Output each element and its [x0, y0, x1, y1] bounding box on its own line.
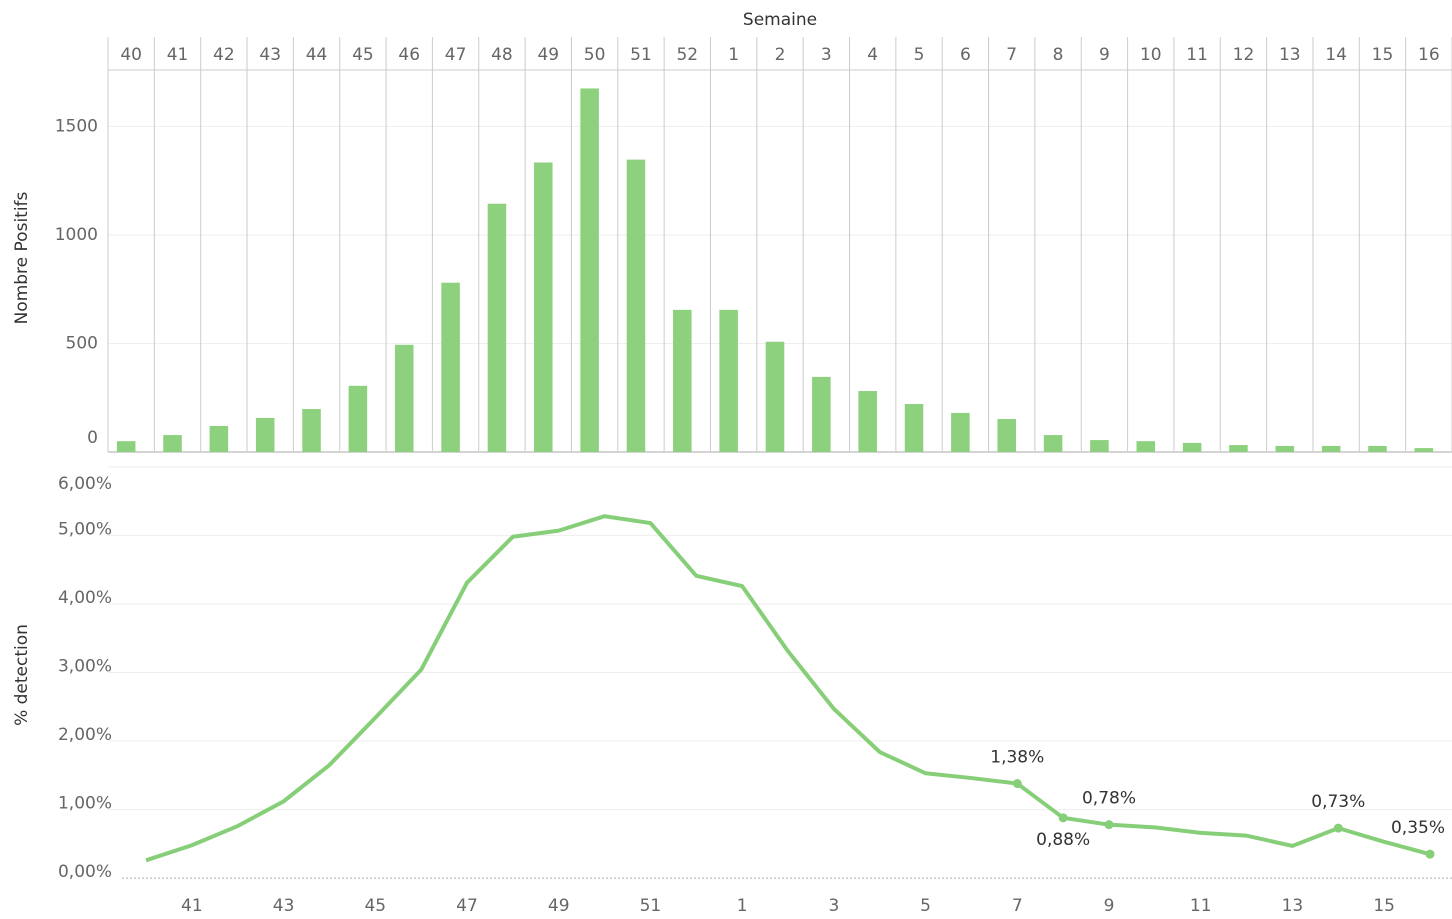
bar	[1043, 435, 1063, 452]
y-tick-label: 1500	[55, 116, 98, 136]
x-tick-label: 13	[1282, 896, 1304, 916]
bar	[812, 376, 831, 452]
bar	[997, 419, 1016, 452]
y-tick-label: 3,00%	[58, 657, 112, 677]
column-header: 6	[960, 45, 971, 65]
column-header: 11	[1186, 45, 1208, 65]
x-tick-label: 5	[920, 896, 931, 916]
bar	[441, 282, 460, 452]
y-tick-label: 1000	[55, 225, 98, 245]
bar	[673, 309, 692, 452]
column-header: 42	[213, 45, 235, 65]
column-header: 47	[445, 45, 467, 65]
x-tick-label: 9	[1104, 896, 1115, 916]
y-tick-label: 500	[66, 333, 98, 353]
x-tick-label: 1	[737, 896, 748, 916]
y-tick-label: 6,00%	[58, 474, 112, 494]
data-label: 0,88%	[1036, 830, 1090, 850]
bar	[163, 435, 182, 452]
x-tick-label: 15	[1373, 896, 1395, 916]
bar	[1414, 448, 1434, 452]
column-header: 1	[728, 45, 739, 65]
x-tick-label: 3	[828, 896, 839, 916]
y-tick-label: 5,00%	[58, 519, 112, 539]
data-label: 0,35%	[1391, 818, 1445, 838]
column-header: 8	[1053, 45, 1064, 65]
bar	[255, 417, 275, 452]
column-header: 5	[914, 45, 925, 65]
y-tick-label: 2,00%	[58, 725, 112, 745]
bar	[1090, 440, 1109, 452]
line	[145, 514, 1431, 863]
y-axis-title: Nombre Positifs	[12, 191, 32, 324]
x-tick-label: 11	[1190, 896, 1212, 916]
bar	[487, 203, 507, 452]
column-header: 44	[306, 45, 328, 65]
point	[1012, 779, 1022, 789]
column-header: 7	[1006, 45, 1017, 65]
x-tick-label: 45	[364, 896, 386, 916]
column-header: 13	[1279, 45, 1301, 65]
bar	[719, 309, 738, 452]
column-header: 16	[1418, 45, 1440, 65]
column-header: 50	[584, 45, 606, 65]
bar	[1275, 445, 1295, 452]
x-tick-label: 51	[640, 896, 662, 916]
column-header: 4	[867, 45, 878, 65]
column-header: 46	[398, 45, 420, 65]
bar	[858, 391, 877, 452]
bar	[209, 425, 229, 452]
column-header: 2	[775, 45, 786, 65]
bar	[1229, 445, 1248, 452]
column-header: 41	[167, 45, 189, 65]
point	[1425, 849, 1435, 859]
point	[1333, 823, 1343, 833]
column-header: 9	[1099, 45, 1110, 65]
y-tick-label: 1,00%	[58, 794, 112, 814]
column-header: 48	[491, 45, 513, 65]
column-header: 51	[630, 45, 652, 65]
column-header: 43	[259, 45, 281, 65]
y-axis-title: % detection	[12, 624, 32, 726]
column-header: 15	[1372, 45, 1394, 65]
column-header: 52	[676, 45, 698, 65]
column-header: 3	[821, 45, 832, 65]
x-tick-label: 43	[273, 896, 295, 916]
column-header: 49	[537, 45, 559, 65]
column-header: 10	[1140, 45, 1162, 65]
bar	[302, 409, 321, 452]
bar	[1136, 441, 1156, 452]
y-tick-label: 4,00%	[58, 588, 112, 608]
y-tick-label: 0,00%	[58, 862, 112, 882]
bar	[951, 412, 970, 452]
x-axis-title: Semaine	[743, 10, 817, 30]
column-header: 45	[352, 45, 374, 65]
bar	[1321, 445, 1341, 452]
data-label: 1,38%	[990, 748, 1044, 768]
x-tick-label: 47	[456, 896, 478, 916]
bar	[904, 404, 924, 452]
bar	[1182, 442, 1202, 452]
data-label: 0,73%	[1311, 792, 1365, 812]
bar	[765, 341, 785, 452]
point	[1104, 820, 1114, 830]
x-tick-label: 7	[1012, 896, 1023, 916]
column-header: 12	[1233, 45, 1255, 65]
bar	[1368, 445, 1387, 452]
column-header: 40	[120, 45, 142, 65]
data-label: 0,78%	[1082, 789, 1136, 809]
bar	[626, 159, 646, 452]
y-tick-label: 0	[87, 428, 98, 448]
bar	[580, 88, 599, 453]
bar	[394, 344, 414, 452]
column-header: 14	[1325, 45, 1347, 65]
bar	[348, 385, 368, 452]
bar	[116, 441, 136, 452]
x-tick-label: 49	[548, 896, 570, 916]
point	[1058, 813, 1068, 823]
bar	[534, 162, 553, 452]
x-tick-label: 41	[181, 896, 203, 916]
